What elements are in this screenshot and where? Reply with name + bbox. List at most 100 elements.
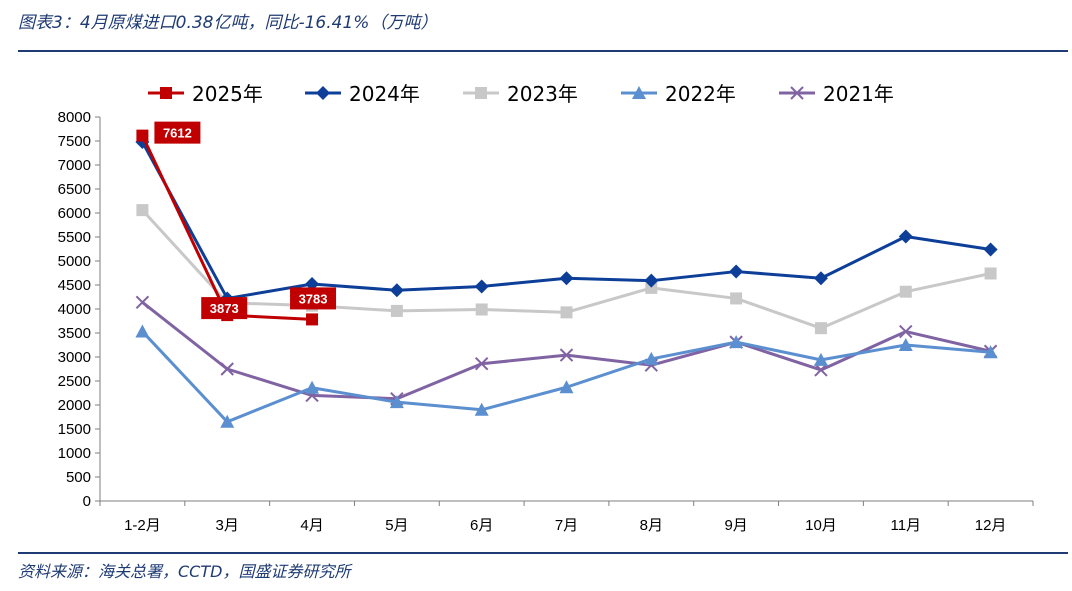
legend-item: 2022年 xyxy=(621,82,736,106)
data-point xyxy=(474,279,489,294)
data-point xyxy=(475,303,488,316)
data-point xyxy=(136,204,149,217)
legend-item: 2023年 xyxy=(463,82,578,106)
series-2023年 xyxy=(136,204,997,335)
legend-label: 2024年 xyxy=(349,82,420,106)
chart-data-labels: 7612 3873 3783 xyxy=(154,121,337,320)
x-tick-label: 4月 xyxy=(300,517,323,534)
y-tick-label: 0 xyxy=(83,493,91,510)
data-point xyxy=(474,402,489,416)
data-label-text: 7612 xyxy=(163,126,192,141)
data-point xyxy=(560,306,573,319)
data-point xyxy=(644,351,659,365)
data-point xyxy=(389,283,404,298)
y-tick-label: 5500 xyxy=(58,229,91,246)
x-marker-stroke xyxy=(474,357,489,371)
series-2024年 xyxy=(135,134,998,306)
x-tick-label: 11月 xyxy=(890,517,921,534)
data-point xyxy=(559,271,574,286)
legend-item: 2025年 xyxy=(148,82,263,106)
x-marker-stroke xyxy=(899,324,913,339)
legend-label: 2023年 xyxy=(507,82,578,106)
x-tick-label: 7月 xyxy=(555,517,578,534)
data-point xyxy=(220,362,234,376)
data-label-bg xyxy=(290,287,337,310)
data-point xyxy=(645,281,658,294)
data-point xyxy=(814,363,828,377)
chart-axes: 0 500 1000 1500 2000 2500 3000 3500 4000 4500 5000… xyxy=(58,109,1034,534)
data-label-bg xyxy=(154,121,201,144)
x-tick-label: 12月 xyxy=(975,517,1007,534)
data-point xyxy=(644,273,659,288)
x-tick-label: 8月 xyxy=(640,517,663,534)
data-point xyxy=(559,380,574,394)
x-marker-stroke xyxy=(814,363,828,377)
y-tick-label: 3500 xyxy=(58,325,91,342)
legend-marker xyxy=(316,86,330,100)
data-point xyxy=(305,380,320,394)
legend-marker xyxy=(160,87,172,99)
x-tick-label: 3月 xyxy=(216,517,239,534)
data-point xyxy=(983,345,998,359)
data-point xyxy=(559,348,574,362)
data-point xyxy=(136,129,149,142)
data-point xyxy=(135,324,150,338)
series-2022年 xyxy=(135,324,998,428)
y-tick-label: 2000 xyxy=(58,397,91,414)
data-label-text: 3783 xyxy=(299,291,328,306)
data-point xyxy=(899,324,913,339)
data-point xyxy=(814,322,827,335)
series-line xyxy=(141,330,991,424)
data-point xyxy=(984,267,997,280)
legend-marker xyxy=(790,86,804,100)
data-point xyxy=(729,264,744,279)
data-label-bg xyxy=(201,297,248,320)
data-point xyxy=(474,357,489,371)
y-tick-label: 6500 xyxy=(58,181,91,198)
x-marker-stroke xyxy=(135,295,150,309)
legend-marker xyxy=(632,86,646,99)
x-tick-label: 1-2月 xyxy=(124,517,161,534)
data-point xyxy=(220,414,235,428)
y-tick-label: 3000 xyxy=(58,349,91,366)
y-tick-label: 1500 xyxy=(58,421,91,438)
footer-divider xyxy=(18,552,1068,554)
data-point xyxy=(306,313,319,326)
data-point xyxy=(983,242,998,257)
x-tick-label: 9月 xyxy=(724,517,747,534)
x-tick-label: 5月 xyxy=(385,517,408,534)
y-tick-label: 5000 xyxy=(58,253,91,270)
x-tick-label: 10月 xyxy=(805,517,837,534)
data-point xyxy=(898,338,913,351)
data-point xyxy=(135,295,150,309)
y-tick-label: 500 xyxy=(66,469,91,486)
chart-title: 图表3：4月原煤进口0.38亿吨，同比-16.41%（万吨） xyxy=(18,13,438,33)
data-point xyxy=(389,395,404,409)
data-point xyxy=(730,292,743,305)
y-tick-label: 4000 xyxy=(58,301,91,318)
data-label: 3873 xyxy=(201,297,248,320)
x-marker-stroke xyxy=(220,362,234,376)
x-tick-label: 6月 xyxy=(470,517,493,534)
x-marker-stroke xyxy=(559,348,574,362)
data-point xyxy=(899,285,912,298)
data-label: 3783 xyxy=(290,287,337,310)
x-marker-stroke xyxy=(790,86,804,100)
data-point xyxy=(390,304,403,317)
source-note: 资料来源：海关总署，CCTD，国盛证券研究所 xyxy=(18,562,351,581)
data-point xyxy=(813,271,828,286)
y-tick-label: 6000 xyxy=(58,205,91,222)
data-point xyxy=(898,229,913,244)
legend-item: 2021年 xyxy=(779,82,894,106)
y-tick-label: 8000 xyxy=(58,109,91,126)
y-tick-label: 4500 xyxy=(58,277,91,294)
data-point xyxy=(813,352,828,366)
legend-label: 2025年 xyxy=(192,82,263,106)
legend-marker xyxy=(475,87,487,99)
y-tick-label: 7000 xyxy=(58,157,91,174)
y-tick-label: 1000 xyxy=(58,445,91,462)
y-tick-label: 7500 xyxy=(58,133,91,150)
chart-legend: 2025年 2024年 2023年 2022年 2021年 xyxy=(148,82,894,106)
data-label: 7612 xyxy=(154,121,201,144)
